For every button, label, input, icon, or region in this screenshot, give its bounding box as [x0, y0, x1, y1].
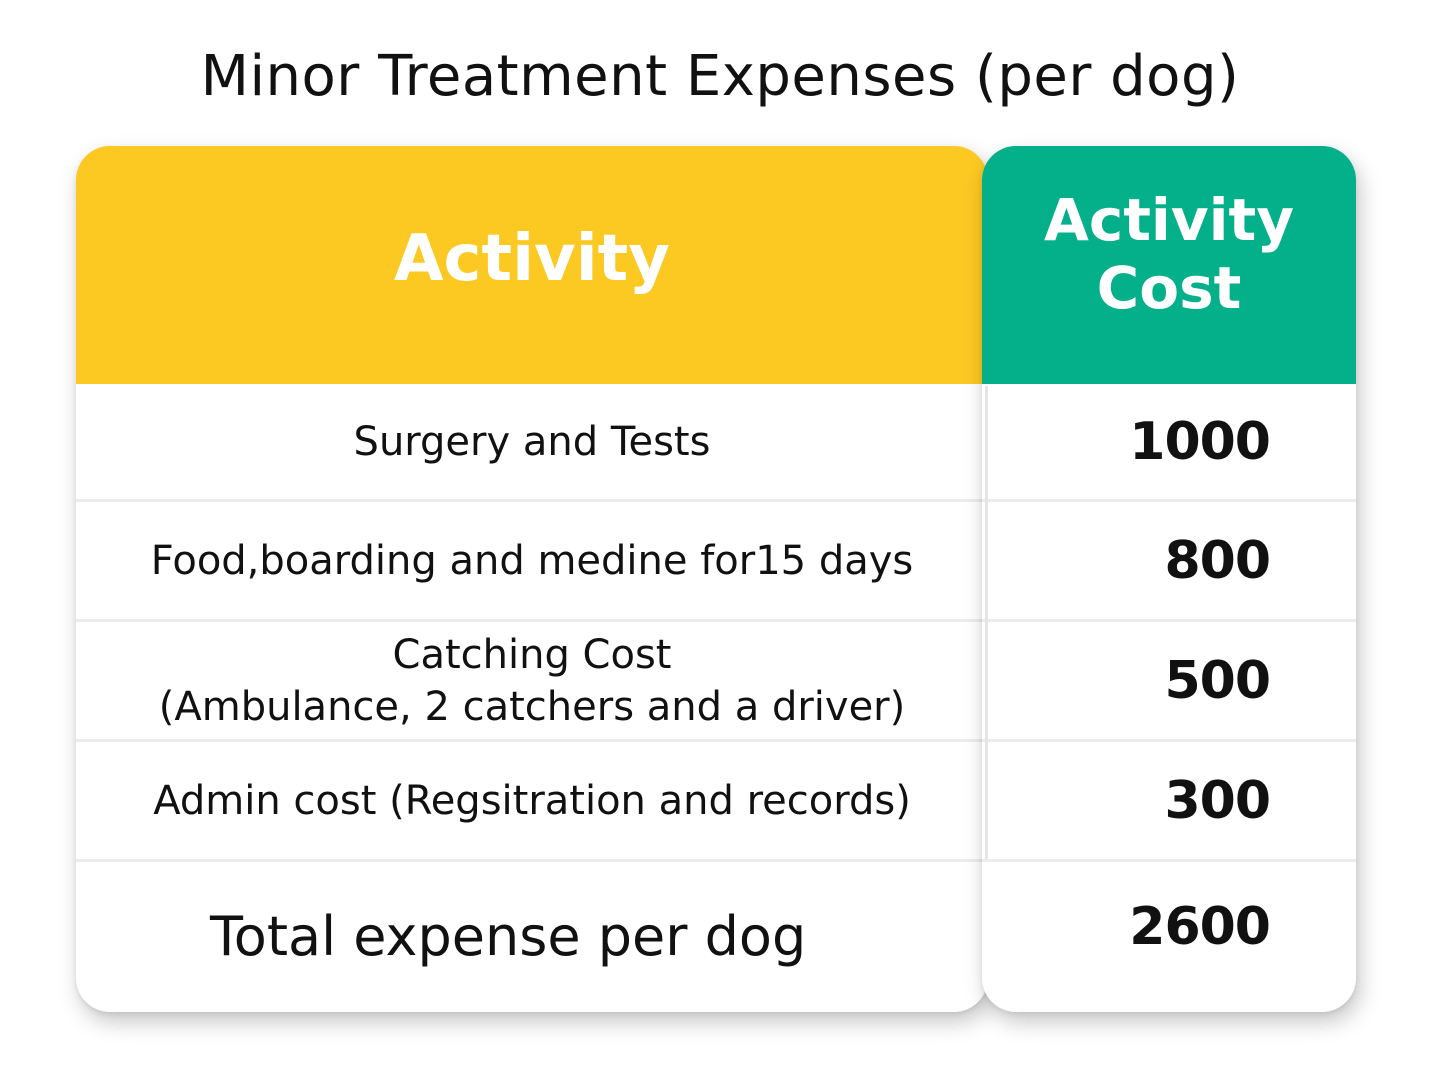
cost-cell: 500 — [1164, 650, 1271, 711]
activity-cell: Food,boarding and medine for15 days — [150, 537, 914, 584]
cost-cell: 800 — [1164, 530, 1271, 591]
activity-column: Activity Surgery and Tests Food,boarding… — [76, 146, 988, 1012]
cost-header-line2: Cost — [1096, 254, 1242, 322]
activity-header: Activity — [76, 146, 988, 384]
total-row: 2600 — [982, 862, 1356, 992]
activity-cell: Admin cost (Regsitration and records) — [153, 777, 911, 824]
cost-header: Activity Cost — [982, 146, 1356, 384]
table-row: Catching Cost (Ambulance, 2 catchers and… — [76, 622, 988, 742]
table-row: Admin cost (Regsitration and records) — [76, 742, 988, 862]
activity-cell-line2: (Ambulance, 2 catchers and a driver) — [158, 683, 906, 730]
table-row: 1000 — [982, 384, 1356, 502]
table-row: Food,boarding and medine for15 days — [76, 502, 988, 622]
activity-cell: Surgery and Tests — [353, 418, 711, 465]
table-row: 800 — [982, 502, 1356, 622]
cost-column: Activity Cost 1000 800 500 300 2600 — [982, 146, 1356, 1012]
cost-header-label: Activity Cost — [1044, 186, 1294, 322]
total-cost: 2600 — [1129, 897, 1271, 957]
wave-edge-right — [982, 372, 1356, 382]
wave-edge-left — [76, 372, 988, 382]
cost-cell: 300 — [1164, 770, 1271, 831]
table-row: Surgery and Tests — [76, 384, 988, 502]
column-divider — [985, 386, 988, 860]
activity-header-label: Activity — [394, 222, 670, 296]
activity-cell: Catching Cost (Ambulance, 2 catchers and… — [159, 629, 905, 733]
total-label: Total expense per dog — [210, 905, 807, 968]
cost-cell: 1000 — [1129, 411, 1271, 472]
activity-cell-line1: Catching Cost — [392, 631, 672, 678]
cost-header-line1: Activity — [1043, 186, 1295, 254]
total-row: Total expense per dog — [76, 862, 988, 1012]
table-row: 300 — [982, 742, 1356, 862]
table-row: 500 — [982, 622, 1356, 742]
page-title: Minor Treatment Expenses (per dog) — [200, 44, 1240, 109]
